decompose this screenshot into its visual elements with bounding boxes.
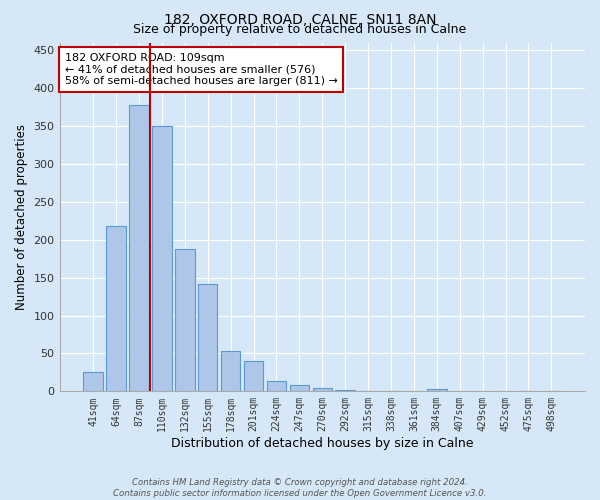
Bar bbox=[244, 361, 263, 392]
Text: Size of property relative to detached houses in Calne: Size of property relative to detached ho… bbox=[133, 22, 467, 36]
Bar bbox=[152, 126, 172, 392]
Bar bbox=[290, 386, 309, 392]
X-axis label: Distribution of detached houses by size in Calne: Distribution of detached houses by size … bbox=[171, 437, 473, 450]
Text: Contains HM Land Registry data © Crown copyright and database right 2024.
Contai: Contains HM Land Registry data © Crown c… bbox=[113, 478, 487, 498]
Bar bbox=[427, 389, 446, 392]
Text: 182 OXFORD ROAD: 109sqm
← 41% of detached houses are smaller (576)
58% of semi-d: 182 OXFORD ROAD: 109sqm ← 41% of detache… bbox=[65, 53, 338, 86]
Bar bbox=[221, 351, 241, 392]
Bar bbox=[175, 249, 194, 392]
Bar bbox=[83, 372, 103, 392]
Text: 182, OXFORD ROAD, CALNE, SN11 8AN: 182, OXFORD ROAD, CALNE, SN11 8AN bbox=[164, 12, 436, 26]
Bar bbox=[542, 390, 561, 392]
Bar bbox=[335, 390, 355, 392]
Bar bbox=[129, 104, 149, 392]
Bar bbox=[198, 284, 217, 392]
Y-axis label: Number of detached properties: Number of detached properties bbox=[15, 124, 28, 310]
Bar bbox=[313, 388, 332, 392]
Bar bbox=[106, 226, 126, 392]
Bar bbox=[267, 382, 286, 392]
